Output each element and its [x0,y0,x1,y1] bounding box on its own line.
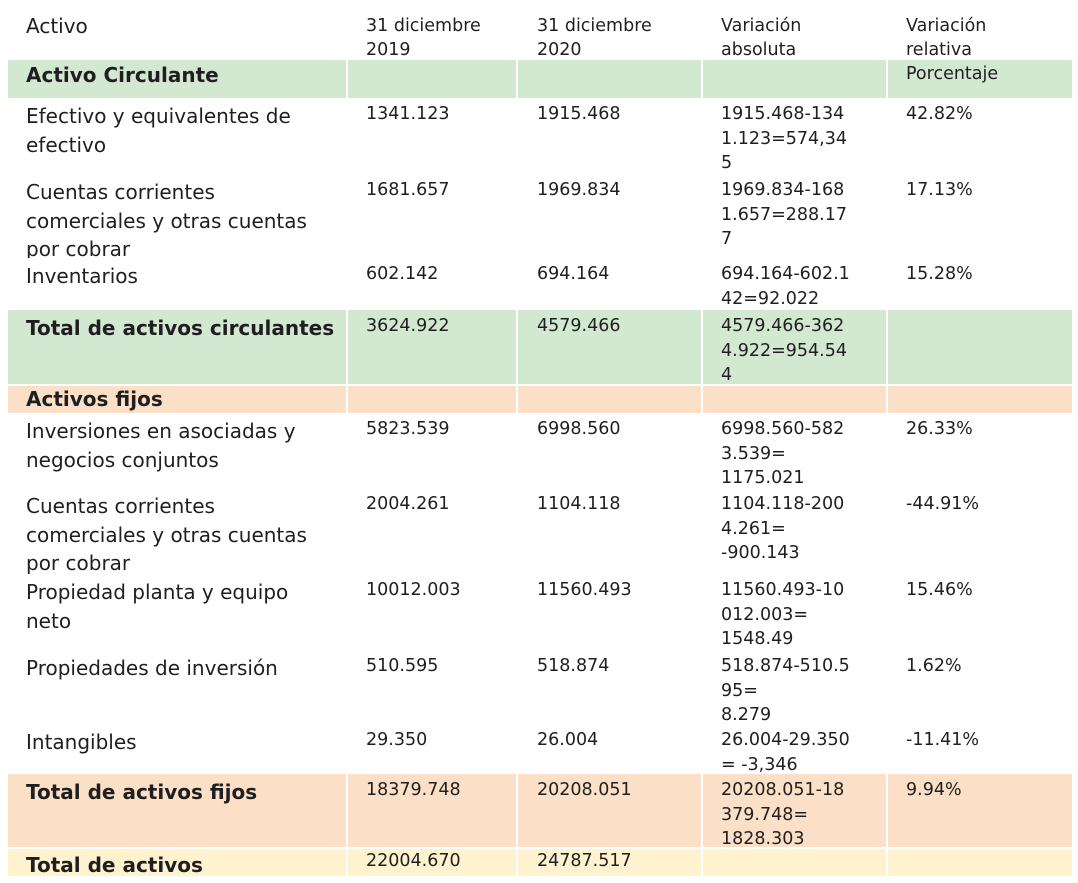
table-row: Propiedades de inversión 510.595 518.874… [8,650,1072,724]
value-2020: 694.164 [537,264,610,284]
variacion-relativa: 15.46% [906,580,973,600]
row-label: Cuentas corrientes comerciales y otras c… [26,180,307,258]
total-row-activos: Total de activos 22004.670 24787.517 [8,849,1072,876]
table-row: Inversiones en asociadas y negocios conj… [8,413,1072,488]
table-cell [518,60,701,98]
variacion-relativa: 1.62% [906,656,962,676]
value-2020: 11560.493 [537,580,632,600]
value-2019: 29.350 [366,730,428,750]
table-row: Intangibles 29.350 26.004 26.004-29.350 … [8,724,1072,774]
variacion-relativa: 42.82% [906,104,973,124]
value-2019: 602.142 [366,264,439,284]
variacion-relativa: 17.13% [906,180,973,200]
variacion-absoluta: 11560.493-10 012.003= 1548.49 [721,580,845,649]
row-label: Propiedades de inversión [26,656,278,680]
value-2019: 2004.261 [366,494,450,514]
table-cell [703,386,886,413]
variacion-absoluta: 694.164-602.1 42=92.022 [721,264,850,309]
section-row-activo-circulante: Activo Circulante Porcentaje [8,60,1072,98]
value-2020: 1104.118 [537,494,621,514]
row-label: Total de activos circulantes [8,310,346,384]
table-row: Cuentas corrientes comerciales y otras c… [8,488,1072,574]
porcentaje-label: Porcentaje [888,60,1072,98]
variacion-relativa [888,310,1072,384]
variacion-absoluta: 26.004-29.350 = -3,346 [721,730,850,774]
section-row-activos-fijos: Activos fijos [8,386,1072,413]
value-2019: 1681.657 [366,180,450,200]
variacion-relativa: -11.41% [906,730,980,750]
value-2019: 18379.748 [348,774,516,847]
table-cell [888,386,1072,413]
row-label: Intangibles [26,730,137,754]
value-2020: 1915.468 [537,104,621,124]
section-label: Activos fijos [8,386,346,413]
value-2020: 1969.834 [537,180,621,200]
value-2020: 26.004 [537,730,599,750]
row-label: Efectivo y equivalentes de efectivo [26,104,291,157]
table-row: Efectivo y equivalentes de efectivo 1341… [8,98,1072,174]
value-2019: 1341.123 [366,104,450,124]
variacion-relativa: 26.33% [906,419,973,439]
variacion-absoluta: 20208.051-18 379.748= 1828.303 [703,774,886,847]
table-cell [348,386,516,413]
variacion-relativa [888,849,1072,876]
table-row: Cuentas corrientes comerciales y otras c… [8,174,1072,258]
value-2020: 6998.560 [537,419,621,439]
table-header-row: Activo 31 diciembre 2019 31 diciembre 20… [8,4,1072,60]
variacion-relativa: 15.28% [906,264,973,284]
value-2020: 20208.051 [518,774,701,847]
total-row-circulantes: Total de activos circulantes 3624.922 45… [8,310,1072,384]
row-label: Cuentas corrientes comerciales y otras c… [26,494,307,574]
row-label: Propiedad planta y equipo neto [26,580,289,633]
value-2019: 5823.539 [366,419,450,439]
header-2019: 31 diciembre 2019 [366,16,481,60]
value-2019: 510.595 [366,656,439,676]
table-row: Inventarios 602.142 694.164 694.164-602.… [8,258,1072,310]
variacion-relativa: -44.91% [906,494,980,514]
variacion-absoluta: 1969.834-168 1.657=288.17 7 [721,180,847,249]
row-label: Total de activos [8,849,346,876]
value-2020: 4579.466 [518,310,701,384]
header-variacion-relativa: Variación relativa [906,16,987,60]
variacion-absoluta [703,849,886,876]
header-variacion-absoluta: Variación absoluta [721,16,802,60]
value-2020: 518.874 [537,656,610,676]
variacion-absoluta: 518.874-510.5 95= 8.279 [721,656,850,724]
table-cell [518,386,701,413]
table-cell [348,60,516,98]
row-label: Inventarios [26,264,138,288]
value-2020: 24787.517 [518,849,701,876]
variacion-absoluta: 1915.468-134 1.123=574,34 5 [721,104,847,173]
variacion-relativa: 9.94% [888,774,1072,847]
row-label: Inversiones en asociadas y negocios conj… [26,419,296,472]
variacion-absoluta: 6998.560-582 3.539= 1175.021 [721,419,845,488]
variacion-absoluta: 4579.466-362 4.922=954.54 4 [703,310,886,384]
value-2019: 22004.670 [348,849,516,876]
total-row-fijos: Total de activos fijos 18379.748 20208.0… [8,774,1072,847]
header-activo: Activo [26,14,88,38]
variacion-absoluta: 1104.118-200 4.261= -900.143 [721,494,845,563]
table-row: Propiedad planta y equipo neto 10012.003… [8,574,1072,650]
header-2020: 31 diciembre 2020 [537,16,652,60]
section-label: Activo Circulante [8,60,346,98]
table-cell [703,60,886,98]
value-2019: 3624.922 [348,310,516,384]
value-2019: 10012.003 [366,580,461,600]
row-label: Total de activos fijos [8,774,346,847]
